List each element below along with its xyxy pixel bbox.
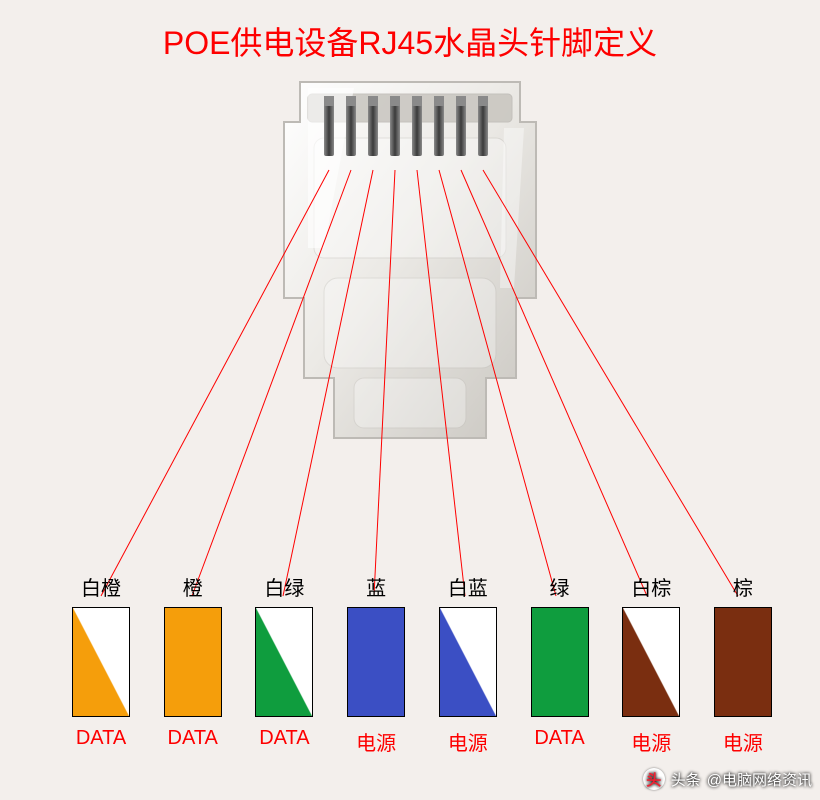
wire-function-label: 电源 <box>631 727 671 756</box>
wire-color-box <box>164 607 222 717</box>
watermark-icon: 头 <box>643 768 665 790</box>
wire-color-box <box>714 607 772 717</box>
wire-color-box <box>622 607 680 717</box>
rj45-connector <box>264 78 556 448</box>
wire-function-label: DATA <box>259 727 309 750</box>
watermark: 头 头条 @电脑网络资讯 <box>643 768 812 790</box>
wire-color-label: 白绿 <box>264 572 304 601</box>
wire-8: 棕电源 <box>714 572 772 756</box>
wire-color-label: 白蓝 <box>448 572 488 601</box>
page-title: POE供电设备RJ45水晶头针脚定义 <box>0 18 820 64</box>
wire-color-box <box>72 607 130 717</box>
wire-5: 白蓝电源 <box>439 572 497 756</box>
wire-color-box <box>531 607 589 717</box>
wire-color-box <box>255 607 313 717</box>
wire-function-label: DATA <box>534 727 584 750</box>
wire-color-label: 橙 <box>183 572 203 601</box>
wire-function-label: DATA <box>76 727 126 750</box>
wire-1: 白橙 DATA <box>72 572 130 756</box>
wire-color-label: 白橙 <box>81 572 121 601</box>
wire-function-label: 电源 <box>448 727 488 756</box>
watermark-handle: @电脑网络资讯 <box>707 769 812 790</box>
wire-function-label: 电源 <box>356 727 396 756</box>
wire-color-label: 绿 <box>550 572 570 601</box>
wire-function-label: DATA <box>168 727 218 750</box>
wire-2: 橙 DATA <box>164 572 222 756</box>
wire-4: 蓝电源 <box>347 572 405 756</box>
watermark-prefix: 头条 <box>671 769 701 790</box>
wire-function-label: 电源 <box>723 727 763 756</box>
wire-6: 绿 DATA <box>531 572 589 756</box>
wire-color-box <box>439 607 497 717</box>
wire-legend: 白橙DATA橙DATA白绿DATA蓝电源白蓝电源绿DATA白棕电源棕电源 <box>72 572 772 756</box>
wire-7: 白棕电源 <box>622 572 680 756</box>
wire-color-label: 蓝 <box>366 572 386 601</box>
wire-3: 白绿 DATA <box>255 572 313 756</box>
wire-color-label: 白棕 <box>631 572 671 601</box>
wire-color-box <box>347 607 405 717</box>
wire-color-label: 棕 <box>733 572 753 601</box>
